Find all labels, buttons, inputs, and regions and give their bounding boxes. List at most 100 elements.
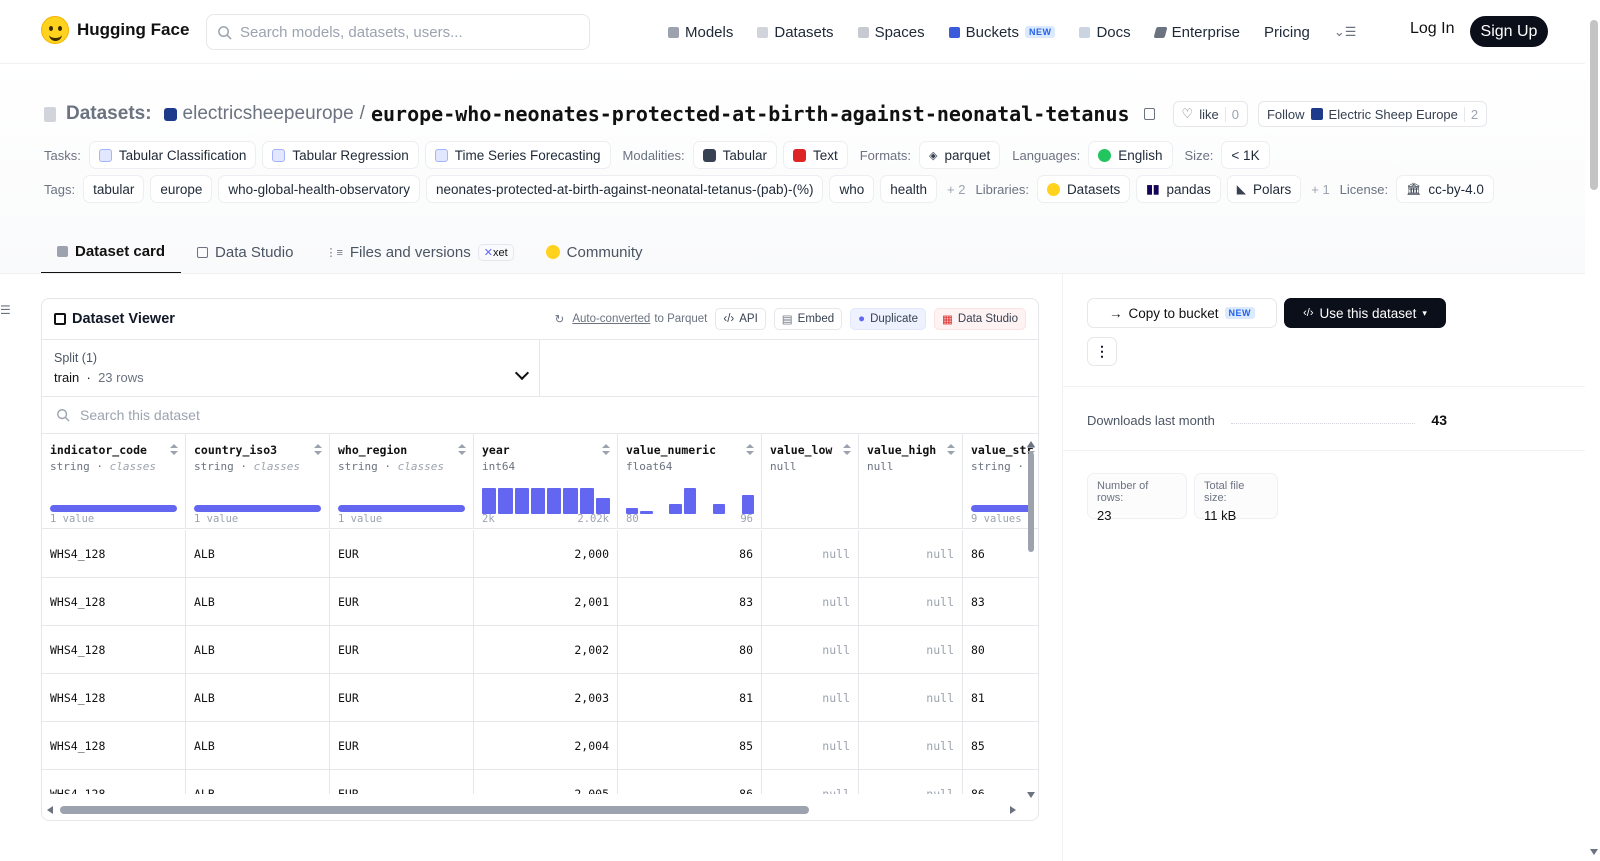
tag-chip[interactable]: neonates-protected-at-birth-against-neon… (426, 175, 824, 203)
global-search[interactable] (206, 14, 590, 50)
table-cell[interactable]: 2,002 (474, 626, 618, 674)
table-cell[interactable]: 83 (618, 578, 762, 626)
table-cell[interactable]: null (859, 674, 963, 722)
task-tag-tabular-classification[interactable]: Tabular Classification (88, 141, 257, 169)
table-cell[interactable]: EUR (330, 626, 474, 674)
table-cell[interactable]: 2,001 (474, 578, 618, 626)
table-cell[interactable]: 86 (618, 530, 762, 578)
table-cell[interactable]: EUR (330, 722, 474, 770)
histogram-bar[interactable] (547, 488, 562, 514)
scroll-right-arrow-icon[interactable] (1010, 806, 1016, 814)
table-cell[interactable]: 2,005 (474, 770, 618, 794)
nav-buckets[interactable]: Buckets NEW (948, 18, 1056, 46)
tab-dataset-card[interactable]: Dataset card (41, 230, 182, 274)
task-tag-tabular-regression[interactable]: Tabular Regression (262, 141, 419, 169)
signup-button[interactable]: Sign Up (1470, 16, 1548, 47)
page-scroll-down-arrow-icon[interactable] (1590, 849, 1598, 855)
language-tag-english[interactable]: English (1088, 141, 1173, 169)
more-options-button[interactable]: ⋮ (1087, 337, 1117, 366)
library-tag-datasets[interactable]: Datasets (1036, 175, 1131, 203)
table-cell[interactable]: ALB (186, 674, 330, 722)
histogram-bar[interactable] (712, 504, 726, 514)
nav-docs[interactable]: Docs (1079, 18, 1131, 46)
logo-link[interactable]: Hugging Face (41, 16, 189, 44)
table-cell[interactable]: WHS4_128 (42, 722, 186, 770)
modality-tag-tabular[interactable]: Tabular (692, 141, 777, 169)
class-distribution-bar[interactable] (194, 505, 321, 512)
sort-icon[interactable] (602, 444, 610, 456)
table-cell[interactable]: WHS4_128 (42, 530, 186, 578)
table-cell[interactable]: ALB (186, 722, 330, 770)
tag-chip[interactable]: europe (150, 175, 213, 203)
nav-enterprise[interactable]: Enterprise (1153, 18, 1240, 46)
table-cell[interactable]: null (859, 578, 963, 626)
table-cell[interactable]: 86 (963, 770, 1038, 795)
table-cell[interactable]: null (859, 530, 963, 578)
table-cell[interactable]: WHS4_128 (42, 674, 186, 722)
like-button[interactable]: ♡ like 0 (1172, 101, 1248, 127)
sort-icon[interactable] (458, 444, 466, 456)
column-header-value-string[interactable]: value_stringstring · classes 9 values (963, 434, 1038, 529)
table-cell[interactable]: null (762, 530, 859, 578)
histogram-bar[interactable] (669, 504, 682, 514)
sort-icon[interactable] (746, 444, 754, 456)
dataset-search[interactable] (42, 397, 1038, 434)
table-cell[interactable]: null (762, 722, 859, 770)
table-cell[interactable]: ALB (186, 530, 330, 578)
table-cell[interactable]: ALB (186, 578, 330, 626)
table-cell[interactable]: 86 (618, 770, 762, 794)
api-button[interactable]: ‹/› API (715, 308, 766, 330)
table-cell[interactable]: null (859, 722, 963, 770)
table-cell[interactable]: WHS4_128 (42, 578, 186, 626)
table-cell[interactable]: null (859, 770, 963, 794)
table-cell[interactable]: 86 (963, 530, 1038, 578)
table-cell[interactable]: 85 (618, 722, 762, 770)
library-tag-pandas[interactable]: ▮▮ pandas (1136, 175, 1221, 203)
nav-pricing[interactable]: Pricing (1264, 18, 1310, 46)
table-cell[interactable]: null (859, 626, 963, 674)
nav-spaces[interactable]: Spaces (857, 18, 925, 46)
split-dropdown[interactable]: Split (1) train · 23 rows (42, 340, 540, 396)
table-cell[interactable]: null (762, 770, 859, 794)
duplicate-button[interactable]: ● Duplicate (850, 308, 927, 330)
size-tag[interactable]: < 1K (1221, 141, 1270, 169)
tag-chip[interactable]: tabular (83, 175, 145, 203)
tags-more-button[interactable]: + 2 (947, 181, 966, 197)
page-scrollbar[interactable] (1590, 20, 1598, 190)
toc-toggle-icon[interactable]: ☰ (0, 303, 11, 317)
copy-icon[interactable] (1143, 108, 1155, 120)
histogram-bar[interactable] (482, 488, 497, 514)
sort-icon[interactable] (314, 444, 322, 456)
table-cell[interactable]: 2,000 (474, 530, 618, 578)
license-tag[interactable]: 🏛 cc-by-4.0 (1396, 175, 1494, 203)
scroll-up-arrow-icon[interactable] (1027, 441, 1035, 447)
table-cell[interactable]: null (762, 578, 859, 626)
table-cell[interactable]: 2,003 (474, 674, 618, 722)
table-cell[interactable]: ALB (186, 626, 330, 674)
nav-models[interactable]: Models (668, 18, 733, 46)
owner-link[interactable]: electricsheepeurope (182, 103, 354, 124)
use-this-dataset-button[interactable]: ‹/› Use this dataset ▾ (1284, 298, 1446, 328)
histogram-bar[interactable] (563, 488, 578, 514)
class-distribution-bar[interactable] (338, 505, 465, 512)
follow-button[interactable]: Follow Electric Sheep Europe 2 (1257, 101, 1488, 127)
tag-chip[interactable]: who (829, 175, 875, 203)
tag-chip[interactable]: who-global-health-observatory (218, 175, 421, 203)
histogram-bar[interactable] (626, 507, 639, 514)
nav-more-menu[interactable]: ⌄☰ (1334, 18, 1357, 46)
column-header-country-iso3[interactable]: country_iso3 string · classes 1 value (186, 434, 330, 529)
column-header-value-numeric[interactable]: value_numeric float64 80 96 (618, 434, 762, 529)
column-header-year[interactable]: year int64 2k 2.02k (474, 434, 618, 529)
library-tag-polars[interactable]: ◣ Polars (1226, 175, 1302, 203)
scroll-left-arrow-icon[interactable] (47, 806, 53, 814)
sort-icon[interactable] (843, 444, 851, 456)
table-cell[interactable]: null (762, 626, 859, 674)
table-cell[interactable]: 2,004 (474, 722, 618, 770)
histogram-bar[interactable] (498, 488, 513, 514)
tab-community[interactable]: Community (530, 230, 659, 274)
histogram-bar[interactable] (683, 488, 697, 514)
table-cell[interactable]: null (762, 674, 859, 722)
split-selector[interactable]: Split (1) train · 23 rows (42, 340, 1038, 397)
tag-chip[interactable]: health (880, 175, 938, 203)
table-cell[interactable]: EUR (330, 674, 474, 722)
